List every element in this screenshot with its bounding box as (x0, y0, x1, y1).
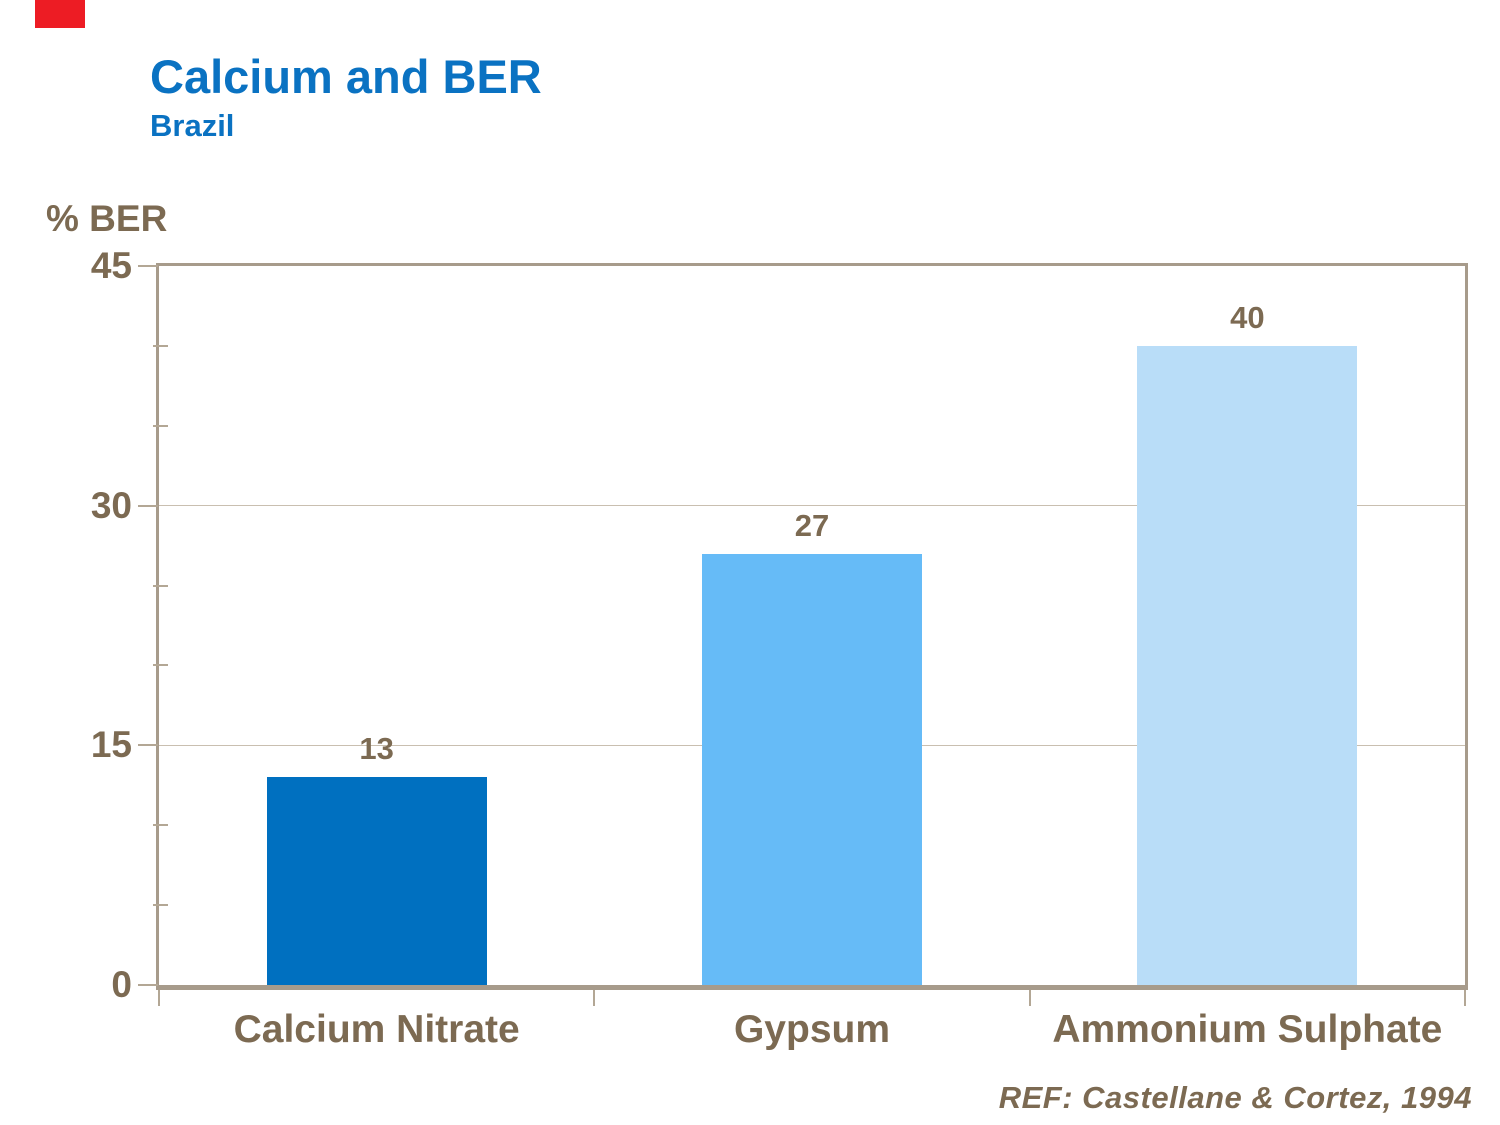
gridline-30 (159, 505, 1465, 507)
ytick-minor-20 (153, 664, 168, 667)
ytick-minor-40 (153, 344, 168, 347)
bar-value-label: 40 (1230, 299, 1265, 335)
page-title: Calcium and BER (150, 50, 542, 103)
ytick-major-15 (138, 744, 158, 747)
bar-1 (702, 553, 922, 985)
xtick-3 (1464, 990, 1466, 1006)
ytick-minor-35 (153, 424, 168, 427)
ytick-minor-10 (153, 824, 168, 827)
red-corner-block (35, 0, 85, 28)
bar-0 (266, 777, 487, 985)
ytick-label-15: 15 (90, 724, 132, 766)
ytick-major-30 (138, 504, 158, 507)
xtick-1 (593, 990, 596, 1006)
y-axis-title: % BER (46, 198, 168, 239)
ytick-major-45 (138, 265, 158, 267)
ytick-label-30: 30 (90, 484, 132, 526)
bar-2 (1137, 345, 1358, 985)
bar-value-label: 13 (359, 731, 394, 767)
category-label-2: Ammonium Sulphate (1052, 1008, 1443, 1051)
xtick-0 (158, 990, 160, 1006)
bar-value-label: 27 (794, 507, 830, 543)
category-label-0: Calcium Nitrate (233, 1008, 520, 1051)
ytick-label-45: 45 (90, 245, 132, 286)
ytick-minor-5 (153, 904, 168, 907)
category-label-1: Gypsum (733, 1008, 891, 1051)
plot-area: 13 27 40 (156, 263, 1468, 990)
page-subtitle: Brazil (150, 108, 235, 143)
xtick-2 (1028, 990, 1031, 1006)
reference-text: REF: Castellane & Cortez, 1994 (998, 1080, 1472, 1115)
ytick-minor-25 (153, 584, 168, 587)
ytick-major-0 (138, 984, 158, 986)
ytick-label-0: 0 (111, 964, 132, 1005)
